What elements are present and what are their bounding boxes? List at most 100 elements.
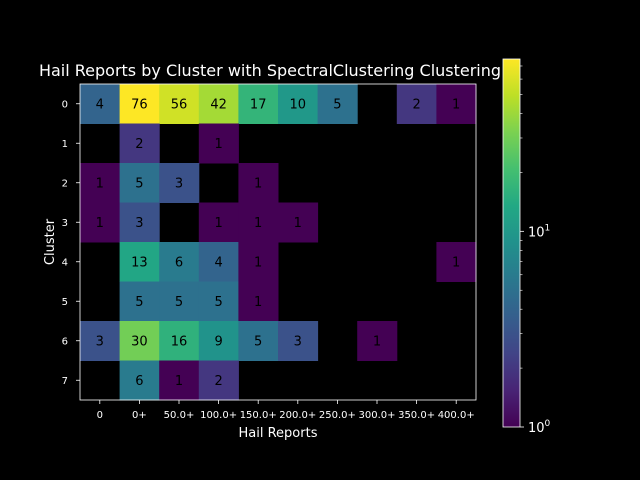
heatmap-cell — [198, 202, 239, 243]
x-tick-label: 250.0+ — [319, 410, 356, 421]
cell-value-label: 1 — [254, 216, 262, 231]
x-tick-label: 400.0+ — [438, 410, 475, 421]
heatmap-cell — [238, 281, 279, 322]
x-tick-label: 300.0+ — [358, 410, 395, 421]
x-tick-label: 50.0+ — [164, 410, 195, 421]
cell-value-label: 2 — [214, 374, 222, 389]
heatmap-cell — [80, 163, 121, 203]
y-tick-label: 5 — [62, 297, 68, 308]
cell-value-label: 1 — [96, 176, 104, 191]
heatmap-cell — [278, 202, 319, 243]
cell-value-label: 13 — [131, 255, 148, 270]
heatmap-cell — [317, 84, 358, 124]
x-tick-label: 350.0+ — [398, 410, 435, 421]
colorbar-tick-label: 101 — [528, 223, 550, 240]
cell-value-label: 56 — [171, 97, 188, 112]
plot-frame — [79, 83, 477, 401]
cell-value-label: 3 — [96, 334, 104, 349]
x-tick-label: 0 — [97, 410, 103, 421]
y-axis-label: Cluster — [43, 218, 58, 265]
heatmap-cell — [159, 360, 200, 401]
heatmap-cell — [80, 321, 121, 361]
cell-value-label: 1 — [452, 97, 460, 112]
cell-value-label: 3 — [135, 216, 143, 231]
cell-value-label: 9 — [214, 334, 222, 349]
cell-value-label: 1 — [254, 255, 262, 270]
cell-value-label: 76 — [131, 97, 148, 112]
heatmap-cell — [198, 321, 239, 361]
cell-value-label: 6 — [135, 374, 143, 389]
colorbar-ticks: 100 101 — [520, 65, 551, 436]
heatmap-cell — [436, 242, 477, 282]
x-tick-label: 100.0+ — [200, 410, 237, 421]
cell-value-label: 30 — [131, 334, 148, 349]
cell-value-label: 3 — [294, 334, 302, 349]
heatmap-cell — [238, 163, 279, 203]
heatmap-cell — [119, 123, 160, 164]
cell-value-label: 5 — [214, 295, 222, 310]
cell-value-label: 5 — [135, 295, 143, 310]
heatmap-cell — [396, 84, 437, 124]
x-axis-label: Hail Reports — [239, 426, 318, 441]
cell-value-label: 5 — [254, 334, 262, 349]
heatmap-cell — [119, 202, 160, 243]
x-tick-label: 0+ — [132, 410, 147, 421]
heatmap-cell — [119, 163, 160, 203]
cell-value-label: 17 — [250, 97, 267, 112]
cell-value-label: 2 — [135, 137, 143, 152]
y-tick-label: 4 — [62, 257, 68, 268]
y-axis-ticks: 0 1 2 3 4 5 6 7 — [62, 99, 80, 387]
chart-title: Hail Reports by Cluster with SpectralClu… — [39, 61, 501, 80]
y-tick-label: 3 — [62, 218, 68, 229]
cell-value-label: 5 — [333, 97, 341, 112]
heatmap-cell — [198, 360, 239, 401]
cell-value-label: 2 — [412, 97, 420, 112]
cell-value-label: 5 — [135, 176, 143, 191]
heatmap-cell — [119, 360, 160, 401]
heatmap-cell — [198, 84, 239, 124]
heatmap-cell — [159, 163, 200, 203]
cell-value-label: 1 — [373, 334, 381, 349]
y-tick-label: 2 — [62, 178, 68, 189]
cell-value-label: 1 — [254, 295, 262, 310]
heatmap-cell — [238, 84, 279, 124]
heatmap-cell — [159, 321, 200, 361]
cell-value-label: 1 — [175, 374, 183, 389]
heatmap-cell — [278, 84, 319, 124]
heatmap-cell — [278, 321, 319, 361]
cell-value-label: 1 — [294, 216, 302, 231]
y-tick-label: 1 — [62, 139, 68, 150]
heatmap-cell — [238, 202, 279, 243]
cell-value-label: 42 — [210, 97, 227, 112]
cell-value-label: 1 — [452, 255, 460, 270]
heatmap-cell — [119, 281, 160, 322]
cell-value-label: 1 — [214, 216, 222, 231]
heatmap-cell — [159, 281, 200, 322]
cell-value-label: 10 — [290, 97, 307, 112]
colorbar — [502, 58, 521, 428]
heatmap-cell — [159, 242, 200, 282]
heatmap-cell — [238, 321, 279, 361]
y-tick-label: 0 — [62, 99, 68, 110]
heatmap-cell — [159, 84, 200, 124]
heatmap-cell — [198, 281, 239, 322]
heatmap-cell — [198, 123, 239, 164]
y-tick-label: 7 — [62, 376, 68, 387]
heatmap-cell — [80, 84, 121, 124]
cell-value-label: 1 — [214, 137, 222, 152]
heatmap-cell — [119, 84, 160, 124]
cell-value-label: 4 — [214, 255, 222, 270]
colorbar-tick-label: 100 — [528, 419, 551, 436]
cell-value-label: 16 — [171, 334, 188, 349]
heatmap-cell — [119, 321, 160, 361]
heatmap-cell — [119, 242, 160, 282]
x-axis-ticks: 0 0+ 50.0+ 100.0+ 150.0+ 200.0+ 250.0+ 300.0+ 35… — [97, 400, 475, 421]
cell-value-label: 3 — [175, 176, 183, 191]
cell-value-label: 5 — [175, 295, 183, 310]
x-tick-label: 200.0+ — [279, 410, 316, 421]
heatmap-cell — [357, 321, 398, 361]
cell-value-label: 6 — [175, 255, 183, 270]
heatmap-cells: 4 76 56 42 17 10 5 2 12 11 5 3 11 3 1 1 113 6 4 1 15 5 5 13 30 16… — [80, 84, 477, 401]
cell-value-label: 4 — [96, 97, 104, 112]
